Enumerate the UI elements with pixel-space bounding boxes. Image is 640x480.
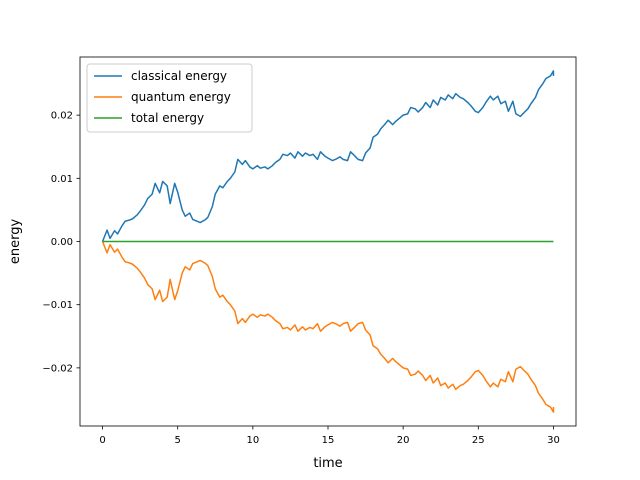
y-axis-label: energy (8, 219, 23, 265)
legend-label: classical energy (131, 69, 227, 83)
x-axis-label: time (313, 456, 342, 471)
legend-label: quantum energy (131, 90, 231, 104)
y-tick-label: 0.00 (51, 237, 73, 248)
x-tick-label: 10 (246, 435, 259, 446)
series-line-classical-energy (101, 70, 555, 242)
legend-label: total energy (131, 111, 204, 125)
y-tick-label: 0.01 (51, 174, 73, 185)
x-axis-ticks: 0 5 10 15 20 25 30 (99, 426, 560, 446)
x-tick-label: 5 (175, 435, 181, 446)
x-tick-label: 0 (99, 435, 105, 446)
series-lines (101, 70, 555, 413)
x-tick-label: 15 (322, 435, 335, 446)
x-tick-label: 25 (472, 435, 485, 446)
x-tick-label: 30 (547, 435, 560, 446)
legend-box (86, 63, 253, 133)
y-tick-label: −0.02 (42, 363, 73, 374)
y-axis-ticks: −0.02 −0.01 0.00 0.01 0.02 (42, 111, 80, 374)
x-tick-label: 20 (397, 435, 410, 446)
legend: classical energy quantum energy total ener… (86, 63, 253, 133)
y-tick-label: −0.01 (42, 300, 73, 311)
y-tick-label: 0.02 (51, 111, 73, 122)
series-line-quantum-energy (101, 241, 555, 413)
